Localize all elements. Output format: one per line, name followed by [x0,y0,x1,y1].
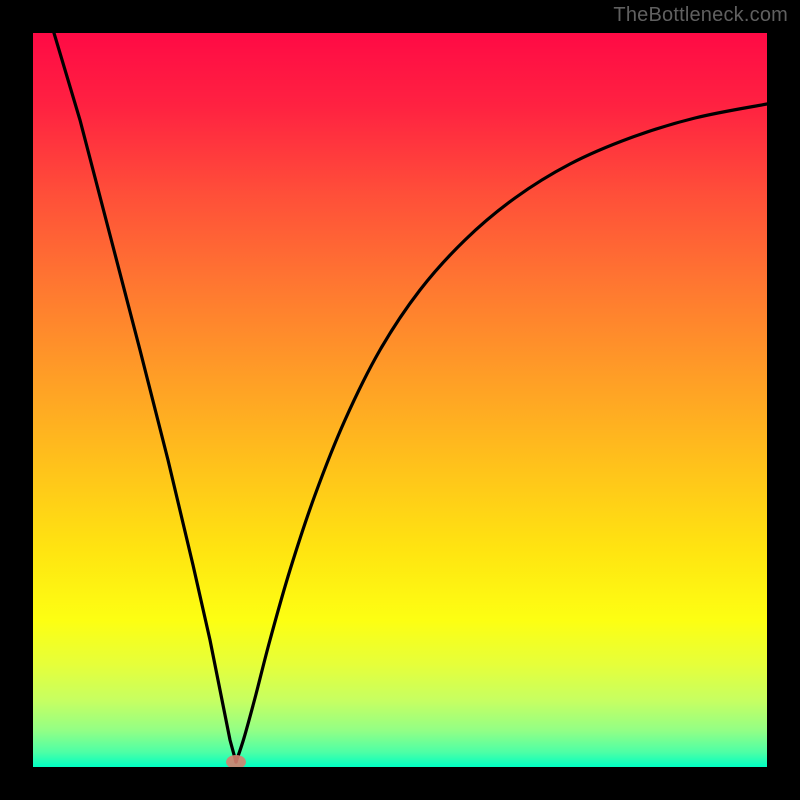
bottleneck-chart [0,0,800,800]
plot-area [33,33,767,767]
watermark-text: TheBottleneck.com [613,4,788,27]
minimum-marker [226,755,246,769]
chart-container: TheBottleneck.com [0,0,800,800]
